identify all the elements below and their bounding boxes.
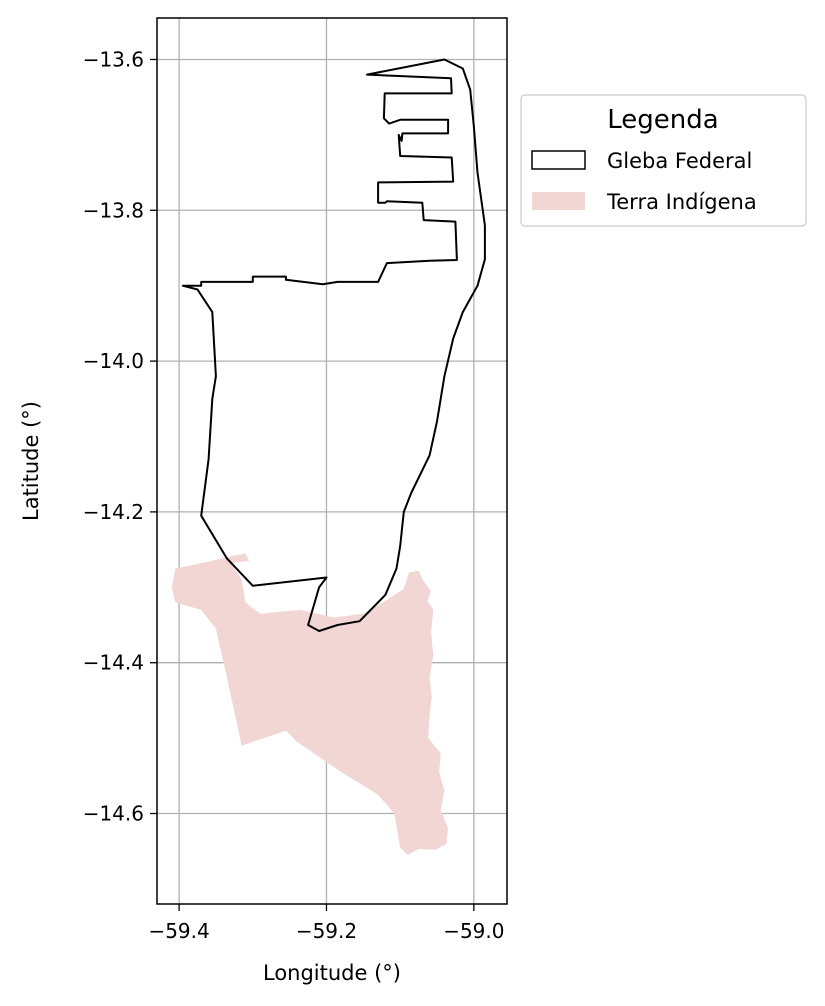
axis-ticks: −59.4 −59.2 −59.0 −13.6 −13.8 −14.0 −14.2 −14.4… [83,47,505,943]
y-tick-label: −14.0 [83,349,144,373]
y-axis-title: Latitude (°) [19,401,43,521]
grid-lines [157,18,507,904]
legend-swatch-terra-indigena [532,192,585,210]
legend-label-terra-indigena: Terra Indígena [606,190,757,214]
y-tick-label: −13.8 [83,198,144,222]
legend: Legenda Gleba Federal Terra Indígena [520,94,807,227]
legend-label-gleba-federal: Gleba Federal [607,149,752,173]
polygon-gleba-federal [181,58,486,632]
legend-frame [520,94,807,227]
y-tick-label: −14.2 [83,500,144,524]
y-tick-label: −13.6 [83,47,144,71]
x-tick-label: −59.2 [296,919,357,943]
plot-area-frame [156,17,508,905]
polygon-terra-indigena [171,553,449,855]
y-tick-label: −14.6 [83,802,144,826]
x-axis-title: Longitude (°) [263,961,401,985]
map-polygons [171,58,486,855]
legend-swatch-gleba-federal [531,150,586,170]
x-tick-label: −59.4 [148,919,209,943]
legend-title: Legenda [607,105,718,135]
x-tick-label: −59.0 [443,919,504,943]
y-tick-label: −14.4 [83,651,144,675]
